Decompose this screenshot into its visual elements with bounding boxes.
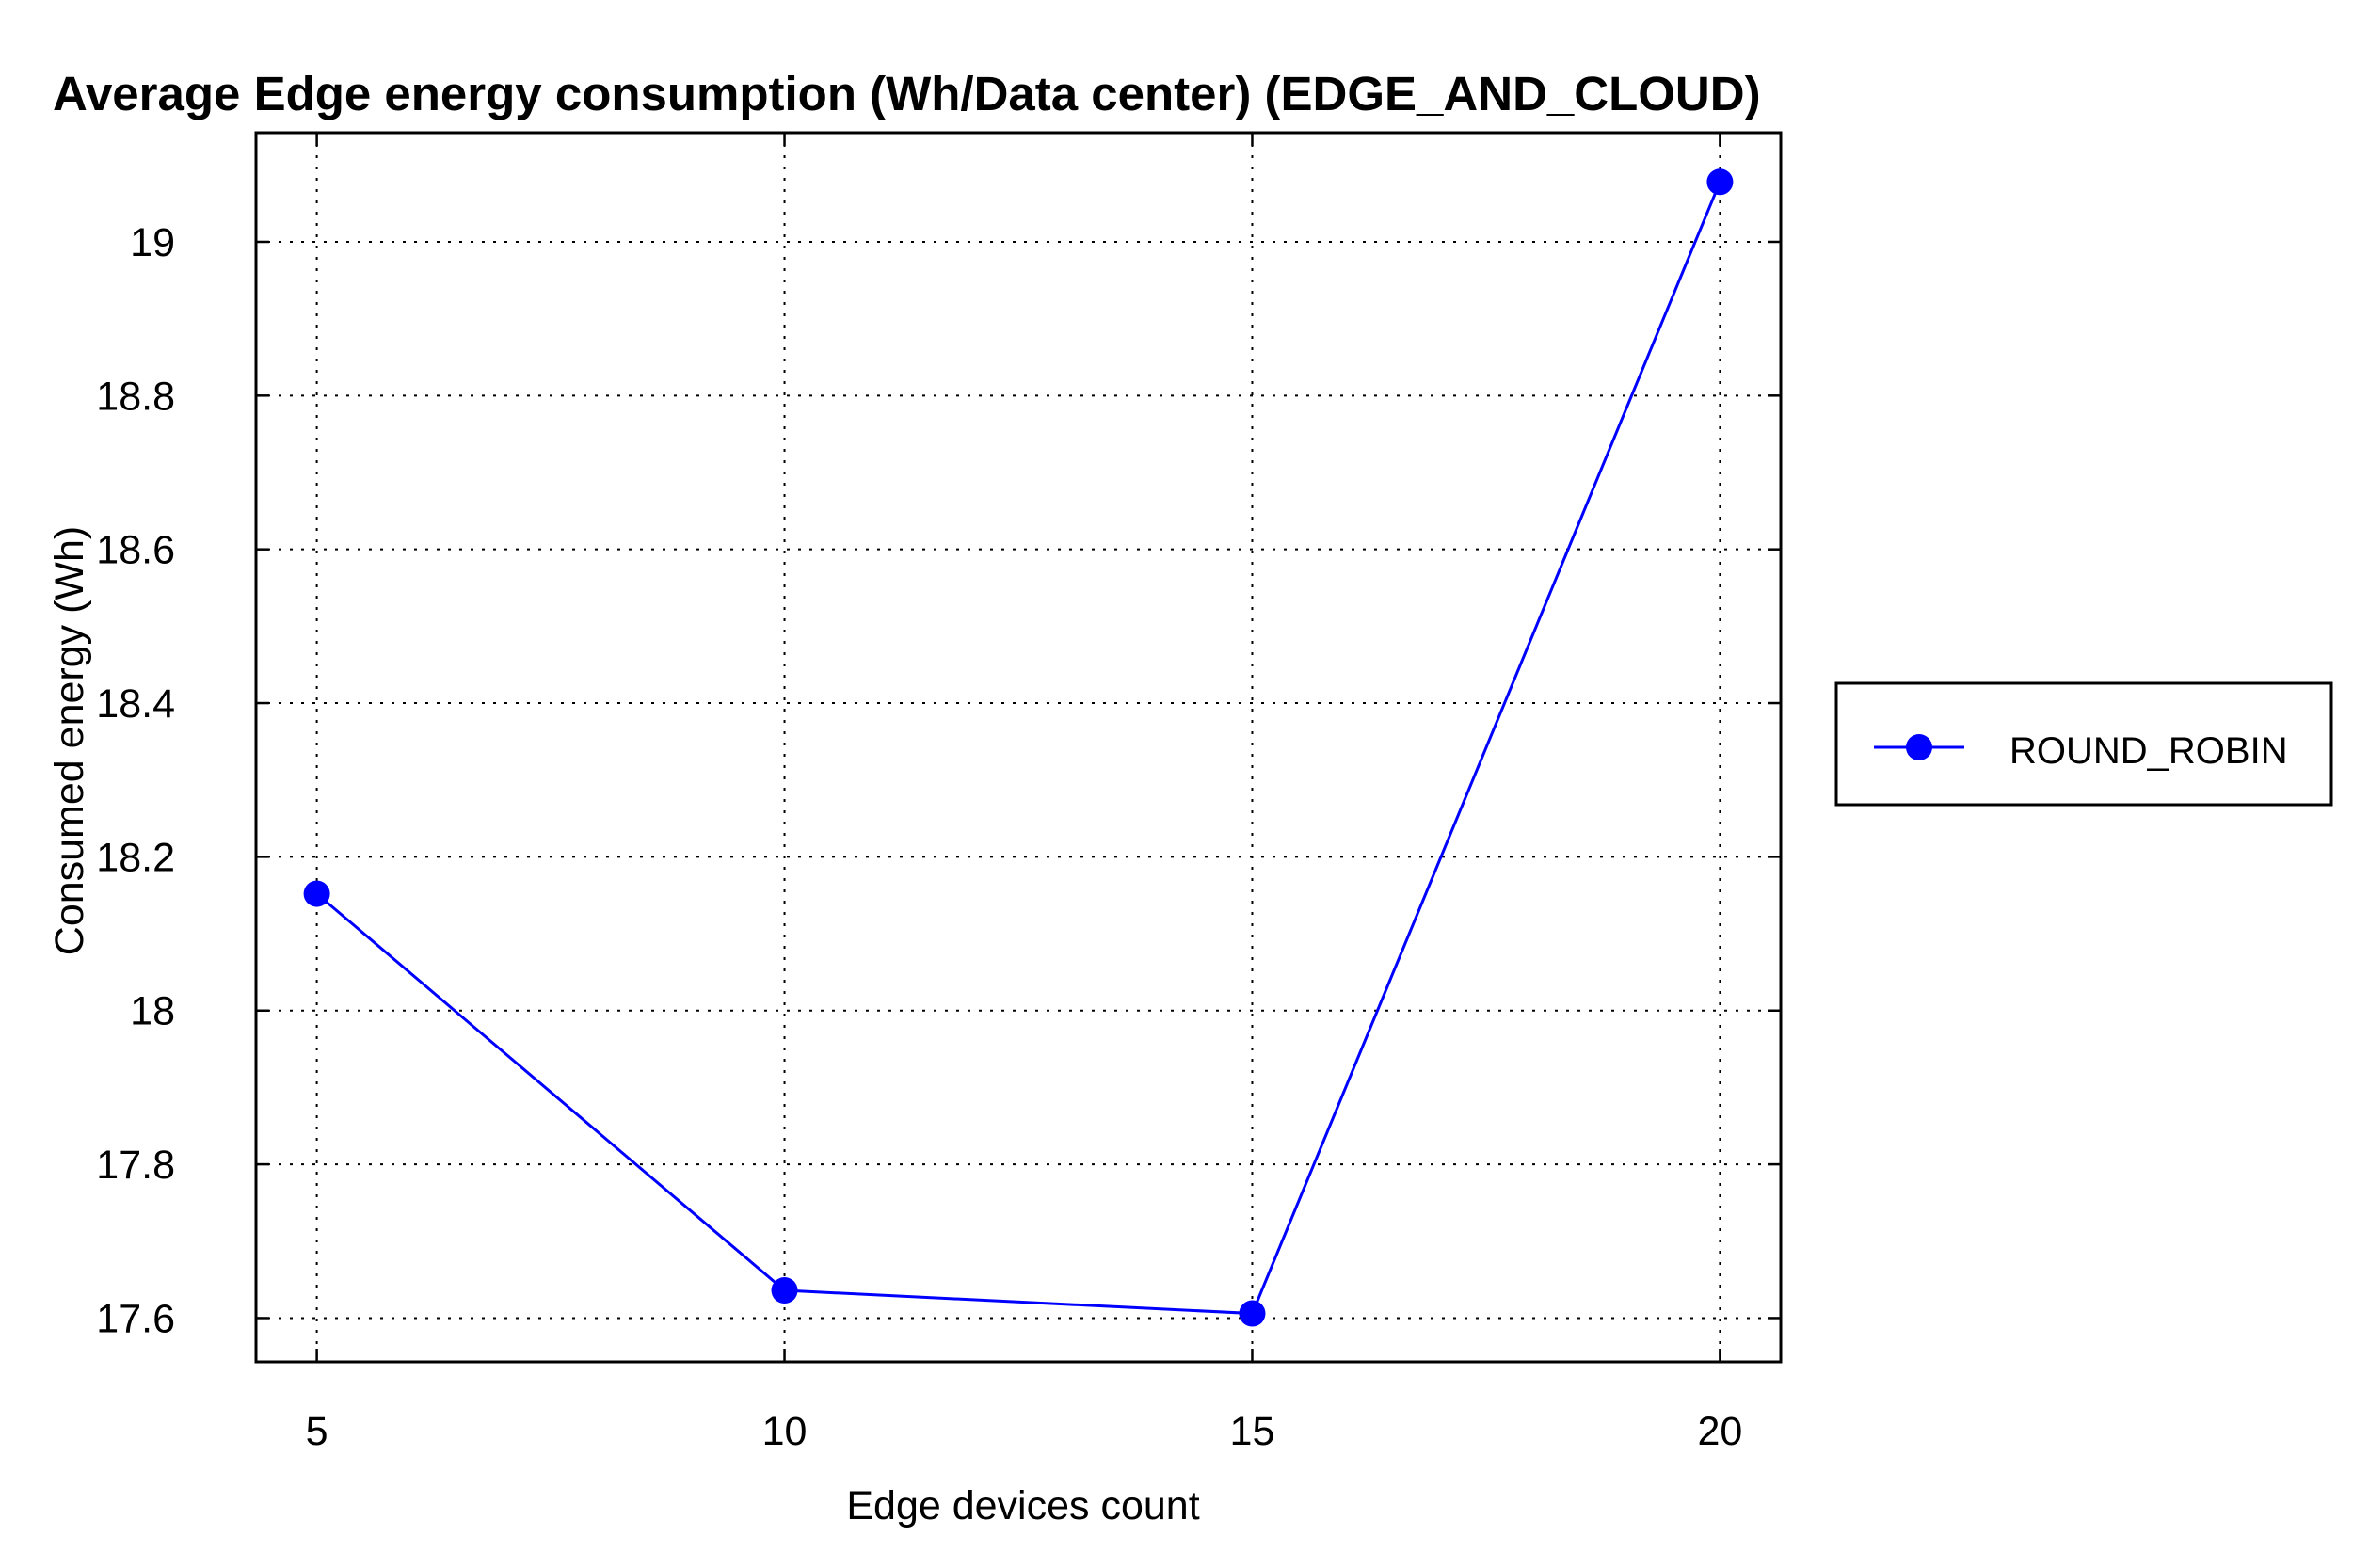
y-tick-label: 17.6 [96,1296,175,1341]
y-axis-label: Consumed energy (Wh) [47,526,92,955]
legend-label: ROUND_ROBIN [2009,730,2288,772]
data-point [1239,1300,1266,1327]
y-tick-label: 18.4 [96,681,175,727]
y-tick-label: 18.6 [96,528,175,573]
x-tick-label: 5 [306,1409,328,1454]
axis-ticks [256,133,1781,1362]
data-point [771,1277,798,1304]
grid-lines [256,133,1781,1362]
y-tick-label: 19 [130,220,175,265]
plot-frame [254,131,1783,1364]
y-tick-label: 18.2 [96,835,175,880]
x-tick-label: 15 [1230,1409,1275,1454]
x-tick-label: 10 [762,1409,808,1454]
y-tick-label: 17.8 [96,1143,175,1188]
legend-marker [1906,734,1932,760]
x-tick-labels: 5 10 15 20 [306,1409,1743,1454]
series-line [315,181,1721,1316]
chart-title: Average Edge energy consumption (Wh/Data… [53,67,1761,120]
series-round-robin [303,168,1734,1327]
x-tick-label: 20 [1697,1409,1742,1454]
legend: ROUND_ROBIN [1834,681,2333,807]
data-point [1706,168,1734,196]
y-tick-label: 18.8 [96,374,175,419]
data-point [303,880,330,907]
y-tick-label: 18 [130,989,175,1034]
x-axis-label: Edge devices count [846,1483,1199,1528]
y-tick-labels: 17.6 17.8 18 18.2 18.4 18.6 18.8 19 [96,220,175,1341]
